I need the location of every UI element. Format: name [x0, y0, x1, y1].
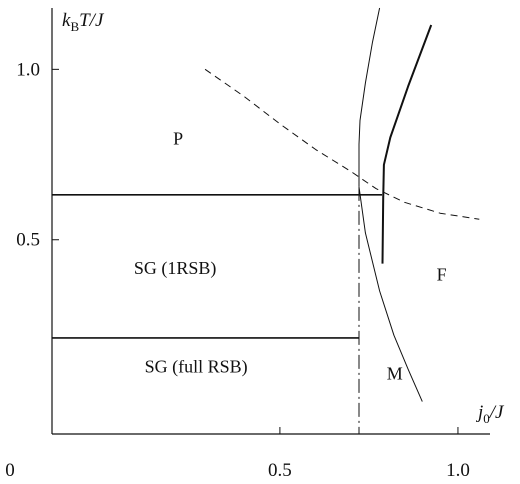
tick-labels: 0 0.5 1.0 0.5 1.0	[5, 59, 470, 481]
x-axis-label: j0/J	[475, 402, 505, 426]
region-label: M	[387, 363, 403, 383]
y-tick-label: 0.5	[16, 230, 40, 251]
x-tick-label: 1.0	[446, 460, 470, 481]
region-label: SG (1RSB)	[134, 258, 217, 279]
region-label: P	[173, 128, 183, 148]
region-label: F	[437, 265, 447, 285]
boundary-line-2	[358, 7, 381, 187]
axes	[51, 8, 490, 435]
region-labels: P SG (1RSB) SG (full RSB) F M	[134, 128, 447, 383]
y-axis-label: kBT/J	[62, 10, 105, 34]
x-tick-label: 0.5	[268, 460, 292, 481]
boundary-line-3	[381, 24, 433, 264]
region-label: SG (full RSB)	[145, 357, 248, 378]
phase-boundaries	[52, 7, 480, 434]
boundary-line-1	[204, 68, 480, 220]
boundary-line-4	[358, 186, 423, 402]
y-tick-label: 1.0	[16, 59, 40, 80]
x-tick-label: 0	[5, 460, 15, 481]
